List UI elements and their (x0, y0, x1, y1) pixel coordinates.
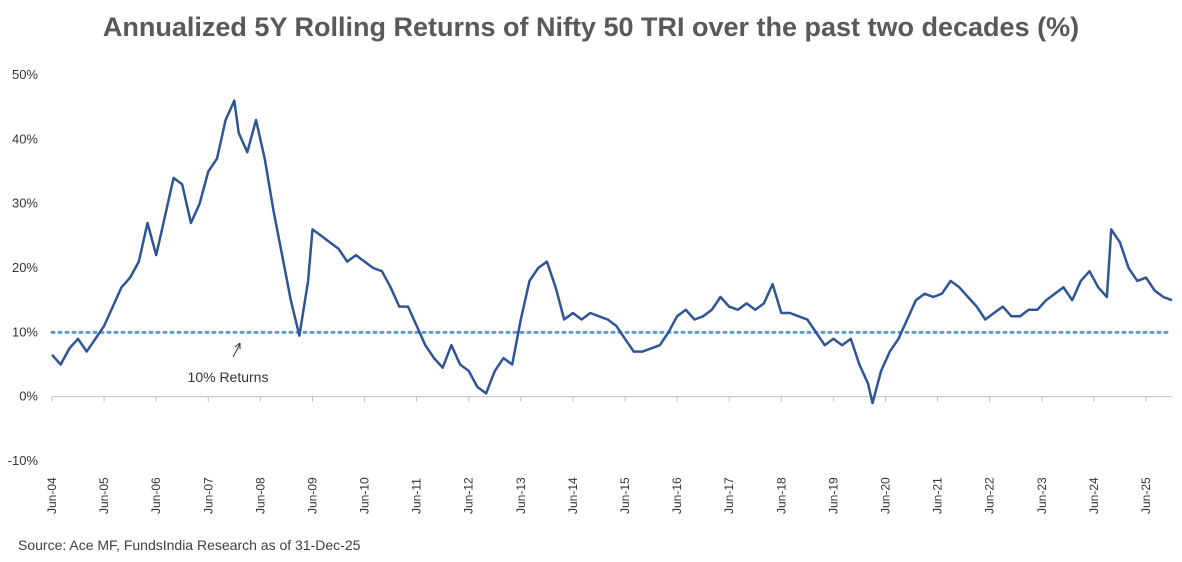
x-tick-label: Jun-15 (618, 477, 632, 514)
x-tick-label: Jun-08 (253, 477, 267, 514)
x-tick-label: Jun-21 (931, 477, 945, 514)
x-tick-label: Jun-20 (878, 477, 892, 514)
y-tick-label: 0% (19, 389, 38, 404)
chart-title: Annualized 5Y Rolling Returns of Nifty 5… (102, 12, 1080, 42)
x-tick-label: Jun-19 (826, 477, 840, 514)
y-tick-label: 50% (12, 67, 38, 82)
x-tick-label: Jun-18 (774, 477, 788, 514)
x-tick-label: Jun-25 (1139, 477, 1153, 514)
x-tick-label: Jun-11 (410, 478, 424, 514)
x-tick-label: Jun-24 (1087, 477, 1101, 514)
x-tick-label: Jun-17 (722, 477, 736, 514)
x-tick-label: Jun-14 (566, 477, 580, 514)
x-tick-label: Jun-09 (305, 477, 319, 514)
x-tick-label: Jun-10 (358, 477, 372, 514)
annotation-arrow (232, 343, 241, 358)
x-tick-label: Jun-22 (983, 477, 997, 514)
x-tick-label: Jun-04 (45, 477, 59, 514)
reference-line-label: 10% Returns (188, 369, 269, 385)
x-axis-ticks (51, 396, 1147, 402)
y-tick-label: -10% (8, 453, 39, 468)
x-tick-label: Jun-13 (514, 477, 528, 514)
y-tick-label: 30% (12, 196, 38, 211)
x-tick-label: Jun-07 (201, 477, 215, 514)
series-line-nifty50-tri (51, 99, 1173, 405)
x-tick-label: Jun-12 (462, 477, 476, 514)
y-axis-labels: 50% 40% 30% 20% 10% 0% -10% (8, 67, 39, 468)
y-tick-label: 40% (12, 131, 38, 146)
x-tick-label: Jun-06 (149, 477, 163, 514)
annotation-arrowhead (234, 342, 241, 349)
y-tick-label: 10% (12, 324, 38, 339)
y-tick-label: 20% (12, 260, 38, 275)
x-tick-label: Jun-23 (1035, 477, 1049, 514)
x-axis-labels: Jun-04 Jun-05 Jun-06 Jun-07 Jun-08 Jun-09 Jun-… (45, 477, 1153, 514)
source-note: Source: Ace MF, FundsIndia Research as o… (18, 537, 361, 553)
x-tick-label: Jun-05 (97, 477, 111, 514)
x-tick-label: Jun-16 (670, 477, 684, 514)
